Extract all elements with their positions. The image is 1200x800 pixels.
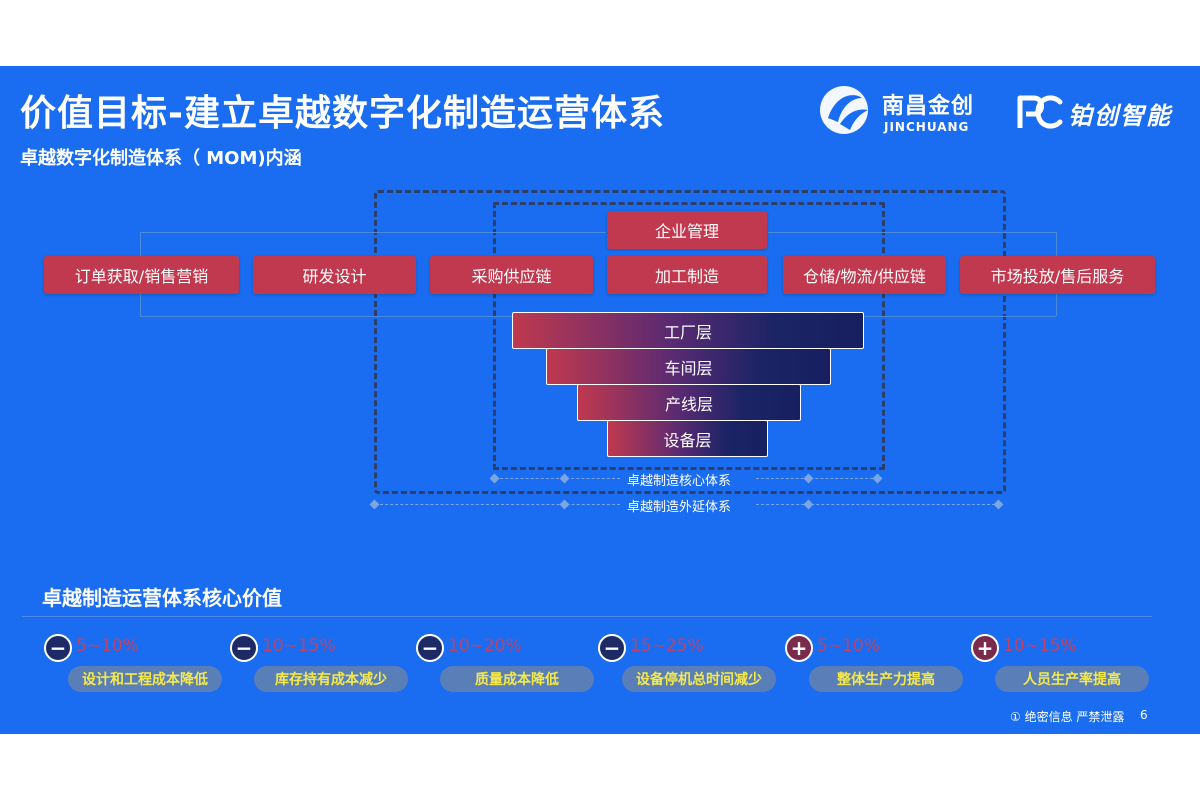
value-heading: 卓越制造运营体系核心价值 — [42, 586, 282, 610]
process-enterprise-management: 企业管理 — [607, 211, 767, 249]
confidential-notice: ① 绝密信息 严禁泄露 — [1010, 710, 1125, 724]
process-procurement: 采购供应链 — [430, 256, 593, 294]
value-range: 10~15% — [262, 636, 336, 656]
value-item: + 10~15% 人员生产率提高 — [971, 632, 1149, 694]
extended-system-label: 卓越制造外延体系 — [627, 500, 732, 515]
minus-circle-icon: − — [230, 634, 258, 662]
value-label: 设计和工程成本降低 — [68, 666, 222, 692]
extended-dimension-line-right — [756, 504, 1000, 505]
value-item: + 5~10% 整体生产力提高 — [785, 632, 963, 694]
value-item: − 5~10% 设计和工程成本降低 — [44, 632, 222, 694]
value-item: − 10~20% 质量成本降低 — [416, 632, 594, 694]
value-range: 10~15% — [1003, 636, 1077, 656]
value-divider — [22, 616, 1152, 617]
value-label: 人员生产率提高 — [995, 666, 1149, 692]
process-manufacturing: 加工制造 — [607, 256, 767, 294]
process-order-sales: 订单获取/销售营销 — [44, 256, 239, 294]
extended-dimension-marker — [559, 499, 570, 510]
value-label: 设备停机总时间减少 — [622, 666, 776, 692]
extended-dimension-marker — [369, 499, 380, 510]
value-item: − 15~25% 设备停机总时间减少 — [598, 632, 776, 694]
value-item: − 10~15% 库存持有成本减少 — [230, 632, 408, 694]
process-rnd-design: 研发设计 — [253, 256, 416, 294]
plus-circle-icon: + — [971, 634, 999, 662]
jinchuang-logo-icon — [820, 86, 868, 134]
layer-workshop: 车间层 — [546, 348, 831, 385]
bochuang-logo-icon — [1017, 95, 1063, 129]
process-market-aftersales: 市场投放/售后服务 — [960, 256, 1155, 294]
core-system-label: 卓越制造核心体系 — [627, 474, 732, 489]
layer-factory: 工厂层 — [512, 312, 864, 349]
minus-circle-icon: − — [416, 634, 444, 662]
flow-loop-top-right — [768, 232, 1056, 233]
value-label: 质量成本降低 — [440, 666, 594, 692]
value-label: 整体生产力提高 — [809, 666, 963, 692]
core-system-frame — [493, 202, 885, 470]
flow-loop-top — [140, 232, 606, 233]
bochuang-logo-name: 铂创智能 — [1068, 102, 1172, 130]
page-number: 6 — [1140, 708, 1148, 722]
page-title: 价值目标-建立卓越数字化制造运营体系 — [20, 93, 665, 134]
value-range: 15~25% — [630, 636, 704, 656]
minus-circle-icon: − — [598, 634, 626, 662]
page-subtitle: 卓越数字化制造体系（ MOM)内涵 — [20, 148, 302, 169]
bochuang-logo: 铂创智能 — [1016, 90, 1186, 134]
core-dimension-line-right — [756, 478, 878, 479]
value-range: 10~20% — [448, 636, 522, 656]
layer-production-line: 产线层 — [577, 384, 801, 421]
extended-system-frame — [374, 190, 1006, 494]
jinchuang-logo-name: 南昌金创 — [882, 94, 975, 119]
process-warehouse-logistics: 仓储/物流/供应链 — [783, 256, 946, 294]
value-range: 5~10% — [76, 636, 139, 656]
slide: 价值目标-建立卓越数字化制造运营体系 卓越数字化制造体系（ MOM)内涵 南昌金… — [0, 66, 1200, 734]
jinchuang-logo: 南昌金创 JINCHUANG — [818, 82, 978, 138]
extended-dimension-line-left — [375, 504, 620, 505]
jinchuang-logo-en: JINCHUANG — [884, 120, 970, 134]
minus-circle-icon: − — [44, 634, 72, 662]
layer-equipment: 设备层 — [607, 420, 768, 457]
core-dimension-line-left — [495, 478, 620, 479]
extended-dimension-marker — [993, 499, 1004, 510]
value-range: 5~10% — [817, 636, 880, 656]
extended-dimension-marker — [803, 499, 814, 510]
value-label: 库存持有成本减少 — [254, 666, 408, 692]
plus-circle-icon: + — [785, 634, 813, 662]
